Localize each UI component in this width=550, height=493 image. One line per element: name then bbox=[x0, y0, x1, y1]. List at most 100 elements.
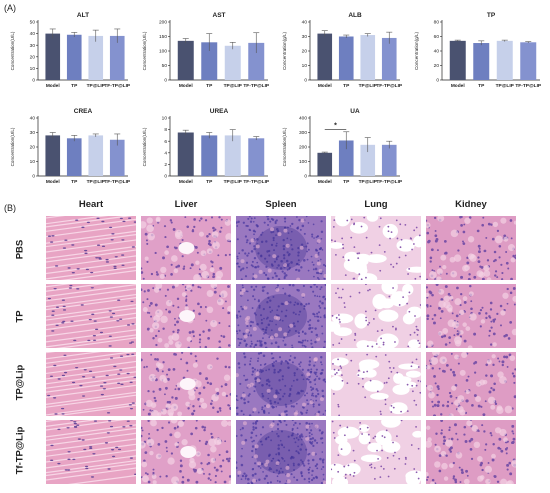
bar bbox=[88, 135, 104, 176]
histology-image-heart bbox=[46, 216, 136, 280]
bar bbox=[381, 37, 397, 80]
chart-urea: UREA Concentration(U/L) 0 2 4 6 8 10 Model TP TP@L… bbox=[142, 108, 270, 185]
bar bbox=[248, 138, 265, 176]
y-tick-label: 200 bbox=[299, 145, 307, 151]
y-tick-label: 150 bbox=[159, 34, 167, 40]
column-header-spleen: Spleen bbox=[265, 199, 297, 210]
bar bbox=[360, 35, 376, 80]
y-tick-label: 20 bbox=[30, 54, 36, 60]
x-tick-label: TP bbox=[206, 83, 213, 89]
bar bbox=[177, 132, 194, 176]
y-tick-label: 0 bbox=[32, 174, 35, 180]
bar bbox=[45, 33, 61, 80]
y-tick-label: 40 bbox=[30, 31, 36, 37]
histology-image-spleen bbox=[236, 420, 326, 484]
y-tick-label: 20 bbox=[30, 145, 36, 151]
chart-tp: TP Concentration(g/L) 0 20 40 60 80 Model TP TP@L… bbox=[414, 12, 542, 89]
x-tick-label: Model bbox=[46, 179, 60, 185]
x-tick-label: Model bbox=[179, 179, 193, 185]
x-tick-label: TF-TP@LIP bbox=[104, 83, 131, 89]
bar bbox=[338, 36, 354, 80]
x-tick-label: TP@LIP bbox=[359, 179, 378, 185]
x-tick-label: TF-TP@LIP bbox=[376, 179, 403, 185]
column-header-kidney: Kidney bbox=[455, 199, 487, 210]
column-header-lung: Lung bbox=[364, 199, 388, 210]
panel-a-label: (A) bbox=[4, 3, 16, 13]
y-tick-label: 4 bbox=[164, 150, 167, 156]
chart-ast: AST Concentration(U/L) 0 50 100 150 200 Model TP… bbox=[142, 12, 270, 89]
histology-image-heart bbox=[46, 420, 136, 484]
row-header-tp: TP bbox=[14, 310, 26, 323]
y-tick-label: 8 bbox=[164, 127, 167, 133]
x-tick-label: Model bbox=[179, 83, 193, 89]
x-tick-label: TP bbox=[478, 83, 485, 89]
histology-image-lung bbox=[331, 420, 421, 484]
histology-image-liver bbox=[141, 352, 231, 416]
histology-image-lung bbox=[331, 284, 421, 348]
y-tick-label: 50 bbox=[30, 20, 36, 26]
y-tick-label: 30 bbox=[30, 43, 36, 49]
y-tick-label: 10 bbox=[30, 66, 36, 72]
histology-image-kidney bbox=[426, 284, 516, 348]
bar bbox=[317, 152, 333, 176]
y-tick-label: 60 bbox=[434, 34, 440, 40]
x-tick-label: TP bbox=[71, 179, 78, 185]
x-tick-label: TP bbox=[343, 179, 350, 185]
x-tick-label: Model bbox=[46, 83, 60, 89]
chart-title: ALB bbox=[348, 12, 362, 19]
x-tick-label: TP bbox=[71, 83, 78, 89]
y-tick-label: 0 bbox=[164, 174, 167, 180]
bar bbox=[224, 45, 241, 80]
y-tick-label: 100 bbox=[159, 49, 167, 55]
row-header-tp-lip: TP@Lip bbox=[14, 364, 26, 401]
y-tick-label: 100 bbox=[299, 159, 307, 165]
y-axis-label: Concentration(U/L) bbox=[10, 127, 15, 166]
x-tick-label: TP bbox=[206, 179, 213, 185]
chart-title: TP bbox=[487, 12, 496, 19]
chart-title: CREA bbox=[74, 108, 93, 115]
histology-image-liver bbox=[141, 420, 231, 484]
x-tick-label: TF-TP@LIP bbox=[243, 179, 270, 185]
y-tick-label: 40 bbox=[30, 116, 36, 122]
histology-image-spleen bbox=[236, 216, 326, 280]
x-tick-label: TF-TP@LIP bbox=[376, 83, 403, 89]
y-tick-label: 10 bbox=[302, 63, 308, 69]
y-tick-label: 0 bbox=[164, 78, 167, 84]
y-tick-label: 2 bbox=[164, 162, 167, 168]
y-tick-label: 40 bbox=[302, 20, 308, 26]
y-tick-label: 0 bbox=[436, 78, 439, 84]
row-header-pbs: PBS bbox=[14, 239, 26, 260]
x-tick-label: TP@LIP bbox=[496, 83, 515, 89]
bar bbox=[473, 43, 490, 80]
bar bbox=[338, 140, 354, 176]
bar bbox=[224, 135, 241, 176]
y-axis-label: Concentration(U/L) bbox=[142, 31, 147, 70]
histology-image-liver bbox=[141, 284, 231, 348]
x-tick-label: TP@LIP bbox=[359, 83, 378, 89]
y-tick-label: 30 bbox=[30, 130, 36, 136]
x-tick-label: TP@LIP bbox=[224, 83, 243, 89]
bar bbox=[88, 35, 104, 80]
chart-title: UA bbox=[350, 108, 360, 115]
chart-title: ALT bbox=[77, 12, 89, 19]
bar bbox=[520, 42, 537, 80]
bar bbox=[201, 135, 218, 176]
y-tick-label: 0 bbox=[304, 174, 307, 180]
y-tick-label: 0 bbox=[32, 78, 35, 84]
histology-image-heart bbox=[46, 352, 136, 416]
x-tick-label: Model bbox=[318, 83, 332, 89]
panel-b-label: (B) bbox=[4, 203, 16, 213]
chart-alt: ALT Concentration(U/L) 0 10 20 30 40 50 Model TP T… bbox=[10, 12, 131, 89]
bar bbox=[66, 34, 82, 80]
chart-ua: UA Concentration(U/L) 0 100 200 300 400 Model TP… bbox=[282, 108, 403, 185]
column-header-heart: Heart bbox=[78, 199, 104, 210]
y-tick-label: 10 bbox=[162, 116, 168, 122]
y-tick-label: 400 bbox=[299, 116, 307, 122]
x-tick-label: TF-TP@LIP bbox=[104, 179, 131, 185]
bar bbox=[177, 40, 194, 80]
y-tick-label: 6 bbox=[164, 139, 167, 145]
y-tick-label: 0 bbox=[304, 78, 307, 84]
y-tick-label: 20 bbox=[302, 49, 308, 55]
x-tick-label: TF-TP@LIP bbox=[515, 83, 542, 89]
histology-image-kidney bbox=[426, 352, 516, 416]
